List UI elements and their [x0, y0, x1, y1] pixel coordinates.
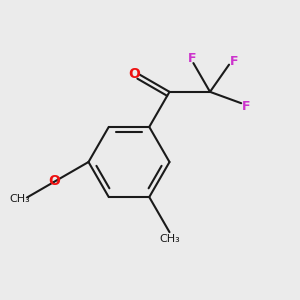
- Text: F: F: [242, 100, 251, 113]
- Text: O: O: [48, 174, 60, 188]
- Text: O: O: [128, 67, 140, 81]
- Text: CH₃: CH₃: [159, 234, 180, 244]
- Text: F: F: [230, 55, 239, 68]
- Text: F: F: [188, 52, 196, 65]
- Text: CH₃: CH₃: [9, 194, 30, 204]
